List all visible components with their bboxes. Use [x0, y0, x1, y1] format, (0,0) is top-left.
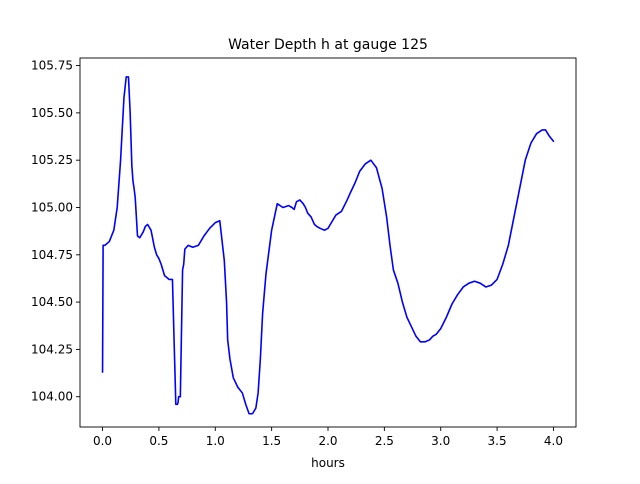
x-tick-label: 2.0 [318, 434, 337, 448]
series-line-0 [101, 76, 555, 415]
x-tick-label: 3.0 [431, 434, 450, 448]
x-axis-label: hours [311, 456, 345, 470]
chart-title: Water Depth h at gauge 125 [228, 37, 428, 53]
x-tick-label: 2.5 [375, 434, 394, 448]
y-tick-label: 105.00 [31, 200, 73, 214]
plot-area: 0.0 0.5 1.0 1.5 2.0 2.5 3.0 3.5 4.0 104.00 104.25 1… [31, 57, 577, 448]
y-tick-label: 104.50 [31, 295, 73, 309]
x-tick-label: 1.5 [262, 434, 281, 448]
y-tick-label: 105.75 [31, 59, 73, 73]
x-tick-label: 1.0 [206, 434, 225, 448]
y-tick-label: 105.25 [31, 153, 73, 167]
x-tick-label: 0.0 [93, 434, 112, 448]
y-tick-label: 105.50 [31, 106, 73, 120]
y-tick-label: 104.75 [31, 248, 73, 262]
y-tick-label: 104.00 [31, 390, 73, 404]
x-tick-label: 3.5 [488, 434, 507, 448]
x-tick-label: 4.0 [544, 434, 563, 448]
y-tick-label: 104.25 [31, 342, 73, 356]
x-tick-label: 0.5 [149, 434, 168, 448]
